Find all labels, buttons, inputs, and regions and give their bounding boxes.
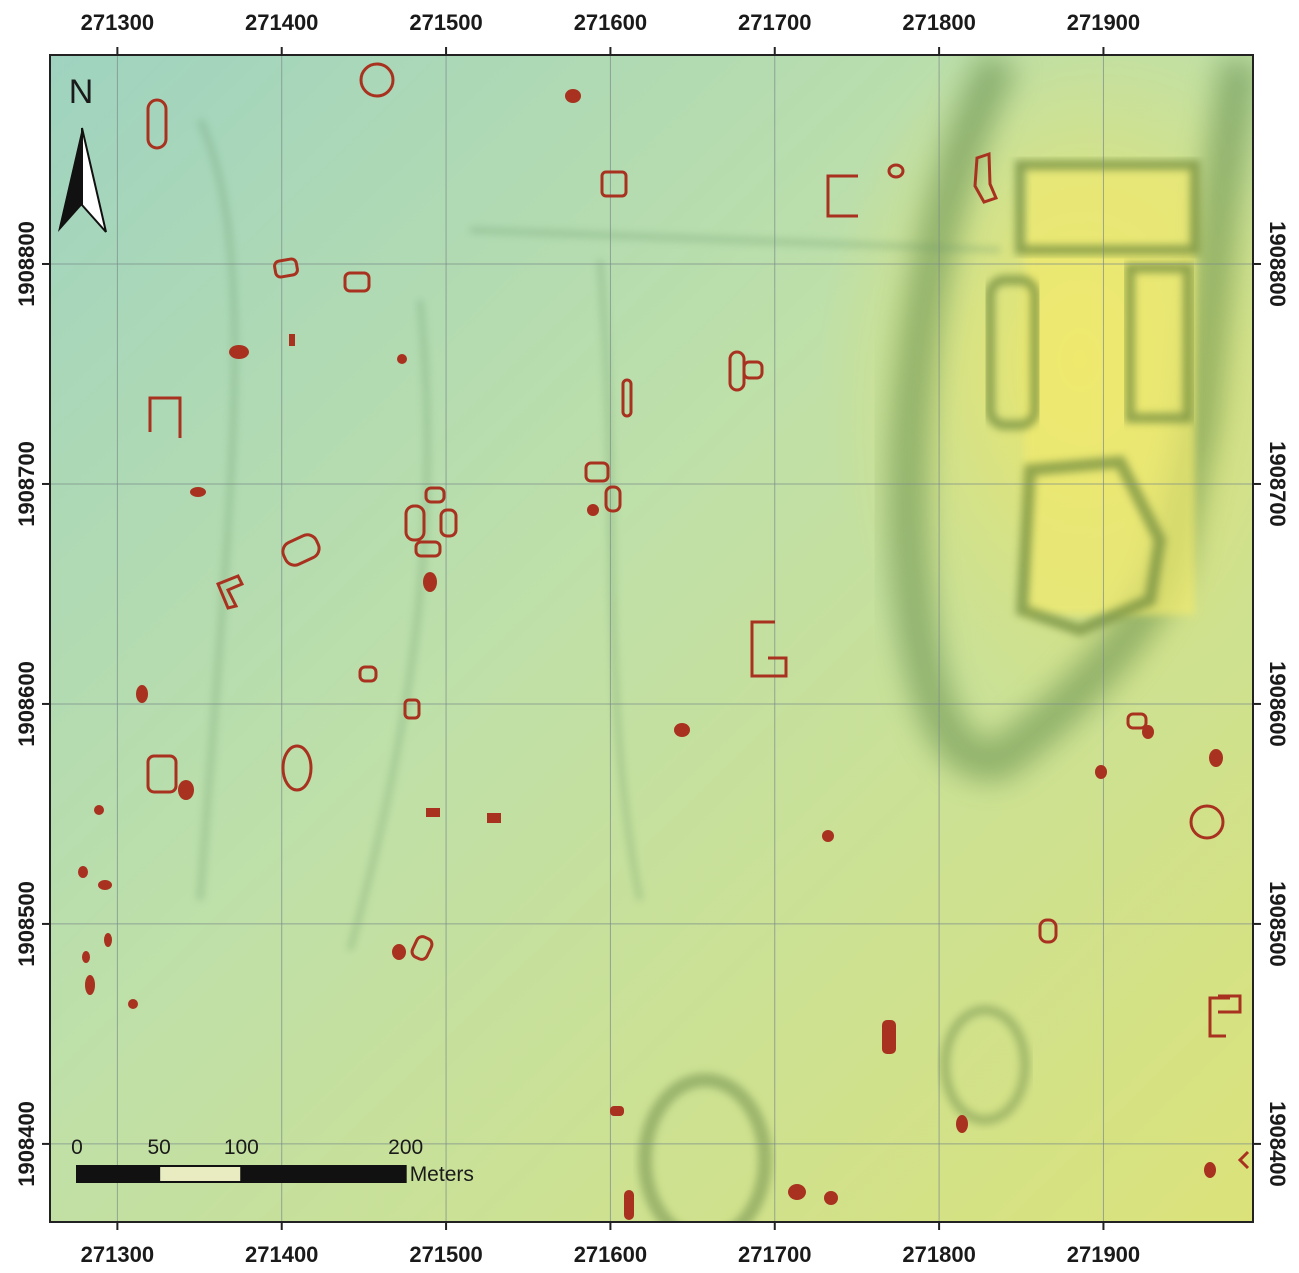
y-tick-label-left: 1908600 xyxy=(14,661,39,747)
x-tick-label-bottom: 271500 xyxy=(409,1242,482,1267)
scale-segment xyxy=(159,1166,241,1182)
feature xyxy=(178,780,194,800)
y-tick-label-left: 1908800 xyxy=(14,221,39,307)
map: N 0 50 100 200 Meters 271300 271300 271400 2714… xyxy=(0,0,1299,1273)
feature xyxy=(78,866,88,878)
x-tick-label-bottom: 271800 xyxy=(902,1242,975,1267)
feature xyxy=(565,89,581,103)
feature xyxy=(956,1115,968,1133)
feature xyxy=(824,1191,838,1205)
feature xyxy=(85,975,95,995)
x-tick-label-bottom: 271600 xyxy=(574,1242,647,1267)
scale-label: 100 xyxy=(224,1136,259,1159)
y-tick-label-right: 1908400 xyxy=(1265,1101,1290,1187)
x-tick-label-bottom: 271700 xyxy=(738,1242,811,1267)
feature xyxy=(229,345,249,359)
feature xyxy=(104,933,112,947)
y-tick-label-left: 1908500 xyxy=(14,881,39,967)
x-tick-label-top: 271300 xyxy=(81,10,154,35)
y-tick-label-right: 1908700 xyxy=(1265,441,1290,527)
feature xyxy=(392,944,406,960)
y-tick-label-left: 1908700 xyxy=(14,441,39,527)
feature xyxy=(788,1184,806,1200)
feature xyxy=(397,354,407,364)
scale-segment xyxy=(241,1166,405,1182)
scale-label: 0 xyxy=(71,1136,83,1159)
feature xyxy=(190,487,206,497)
feature xyxy=(289,334,295,346)
x-tick-label-bottom: 271900 xyxy=(1067,1242,1140,1267)
feature xyxy=(98,880,112,890)
feature xyxy=(882,1020,896,1054)
terrain xyxy=(50,0,1299,1240)
x-tick-label-bottom: 271300 xyxy=(81,1242,154,1267)
y-tick-label-right: 1908600 xyxy=(1265,661,1290,747)
feature xyxy=(82,951,90,963)
y-tick-label-left: 1908400 xyxy=(14,1101,39,1187)
feature xyxy=(610,1106,624,1116)
x-tick-label-top: 271800 xyxy=(902,10,975,35)
feature xyxy=(1142,725,1154,739)
feature xyxy=(624,1190,634,1220)
scale-label: 50 xyxy=(147,1136,170,1159)
feature xyxy=(1095,765,1107,779)
x-tick-label-top: 271900 xyxy=(1067,10,1140,35)
x-tick-label-top: 271600 xyxy=(574,10,647,35)
feature xyxy=(487,813,501,823)
feature xyxy=(1204,1162,1216,1178)
scale-label: 200 xyxy=(388,1136,423,1159)
x-tick-label-top: 271400 xyxy=(245,10,318,35)
feature xyxy=(423,572,437,592)
scale-segment xyxy=(77,1166,159,1182)
north-label: N xyxy=(69,73,94,111)
feature xyxy=(426,808,440,817)
feature xyxy=(1209,749,1223,767)
feature xyxy=(822,830,834,842)
feature xyxy=(136,685,148,703)
feature xyxy=(674,723,690,737)
feature xyxy=(94,805,104,815)
scale-unit: Meters xyxy=(410,1163,474,1186)
feature xyxy=(587,504,599,516)
y-tick-label-right: 1908800 xyxy=(1265,221,1290,307)
x-tick-label-top: 271700 xyxy=(738,10,811,35)
feature xyxy=(128,999,138,1009)
x-tick-label-top: 271500 xyxy=(409,10,482,35)
x-tick-label-bottom: 271400 xyxy=(245,1242,318,1267)
y-tick-label-right: 1908500 xyxy=(1265,881,1290,967)
